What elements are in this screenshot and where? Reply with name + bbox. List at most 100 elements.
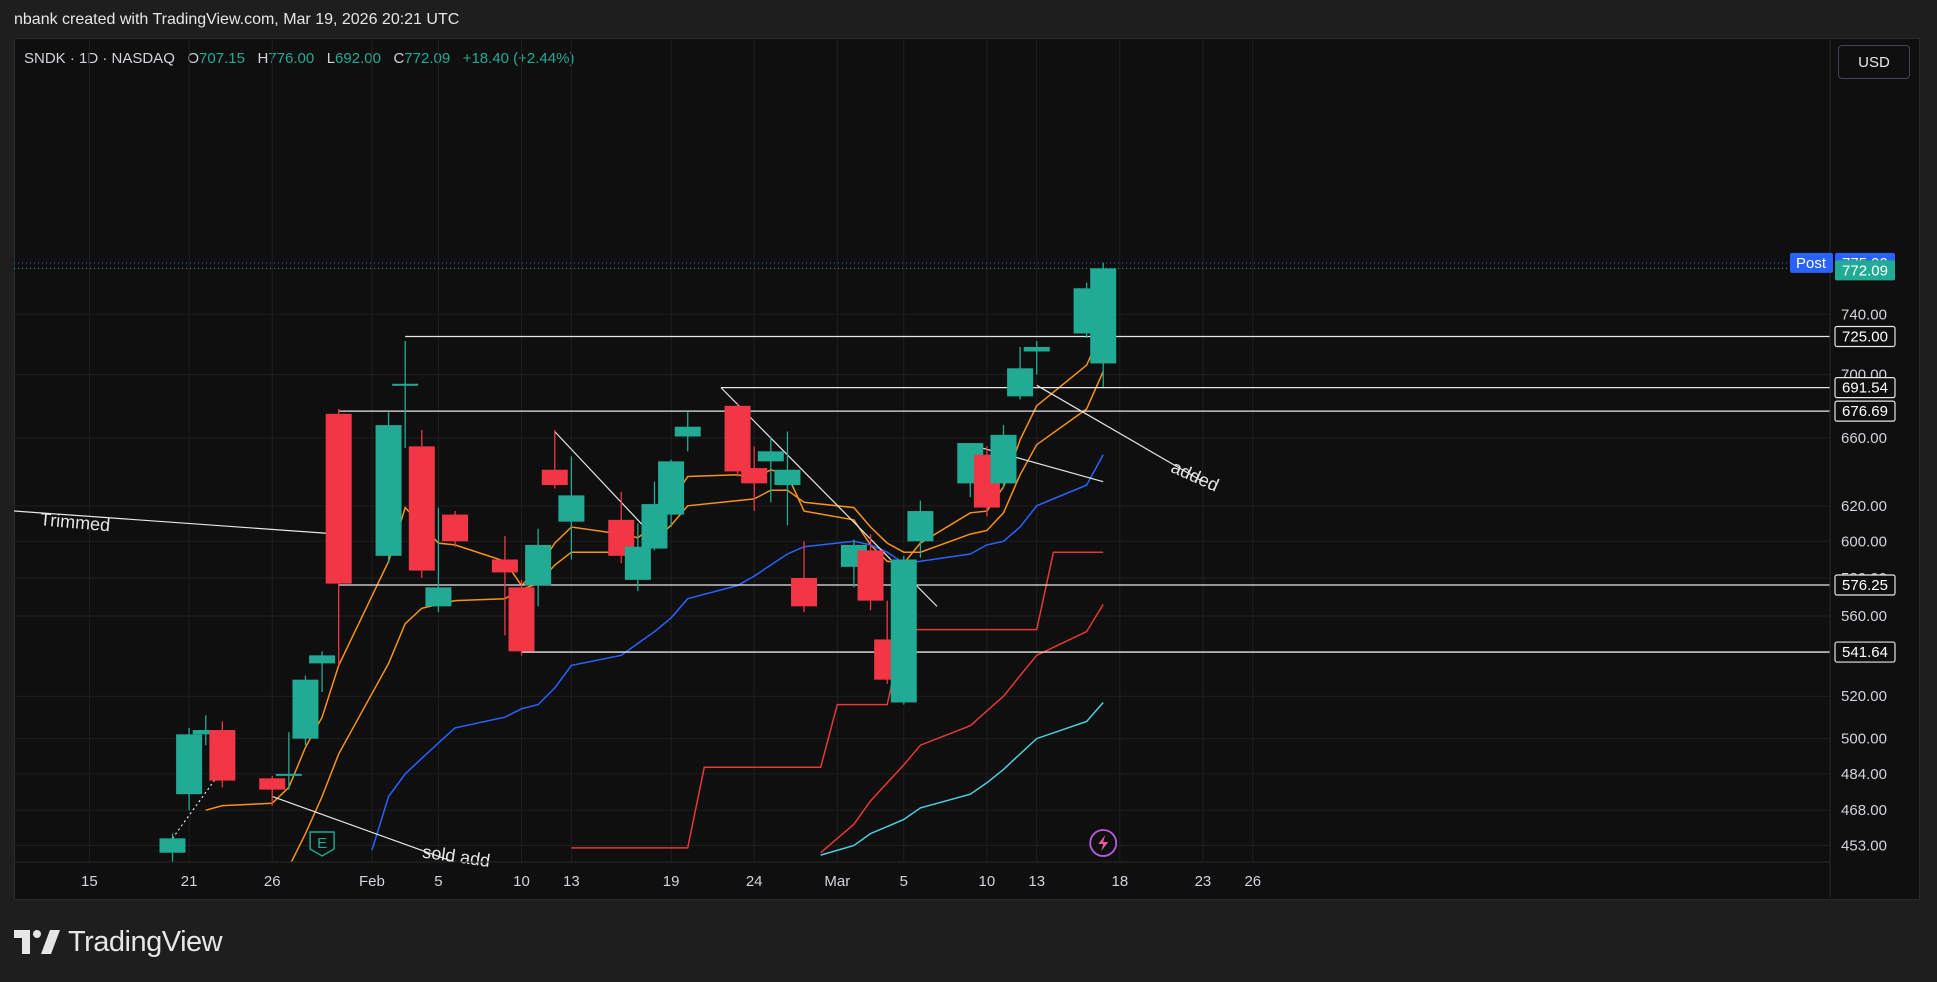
- legend-symbol: SNDK · 1D · NASDAQ: [24, 50, 175, 67]
- legend-low-value: 692.00: [335, 50, 381, 67]
- time-tick-label: 26: [1244, 873, 1261, 890]
- footer-logo[interactable]: TradingView: [14, 922, 223, 962]
- lightning-event-icon: [1089, 829, 1118, 857]
- grid: [14, 40, 1830, 862]
- candle: [658, 459, 685, 527]
- symbol-legend[interactable]: SNDK · 1D · NASDAQ O707.15 H776.00 L692.…: [24, 50, 574, 67]
- candle-body: [292, 679, 319, 739]
- time-tick-label: 5: [434, 873, 442, 890]
- candle-body: [558, 495, 585, 522]
- candle: [309, 651, 336, 693]
- chart-credit: nbank created with TradingView.com, Mar …: [14, 11, 460, 28]
- candle-body: [525, 544, 552, 586]
- legend-high-value: 776.00: [268, 50, 315, 67]
- trend-line: [272, 795, 456, 862]
- candle: [192, 715, 219, 746]
- candle-body: [159, 838, 186, 853]
- level-price-tag: [1834, 325, 1896, 348]
- level-price-label: 691.54: [1842, 380, 1888, 397]
- candle-body: [491, 559, 518, 573]
- horizontal-levels: [338, 335, 1830, 653]
- tradingview-logo-icon: [14, 930, 60, 954]
- candle: [558, 456, 585, 560]
- candle: [990, 425, 1017, 489]
- level-price-tag: [1834, 641, 1896, 663]
- annotation-text: Trimmed: [39, 509, 111, 535]
- time-tick-label: 13: [1028, 873, 1045, 890]
- time-tick-label: 21: [181, 873, 198, 890]
- indicator-line: [571, 551, 1104, 849]
- candle: [408, 429, 435, 578]
- candle-body: [907, 511, 934, 542]
- currency-button[interactable]: USD: [1838, 45, 1910, 79]
- candle: [791, 541, 818, 613]
- level-price-tag: [1834, 574, 1896, 596]
- price-tick-label: 520.00: [1841, 688, 1887, 705]
- footer-brand: TradingView: [68, 925, 223, 958]
- candle-body: [408, 446, 435, 571]
- price-tick-label: 453.00: [1841, 838, 1887, 855]
- post-tag-badge: [1790, 252, 1833, 273]
- candle-body: [791, 578, 818, 607]
- level-price-label: 576.25: [1842, 577, 1888, 594]
- legend-open-label: O: [187, 50, 200, 67]
- earnings-marker-icon: E: [309, 831, 335, 857]
- candle: [375, 412, 402, 564]
- candle: [757, 436, 784, 503]
- candle: [1023, 340, 1050, 375]
- level-price-tag: [1834, 377, 1896, 399]
- candle-body: [890, 559, 917, 703]
- price-tick-label: 468.00: [1841, 802, 1887, 819]
- indicator-line: [290, 371, 1104, 862]
- top-bar: nbank created with TradingView.com, Mar …: [0, 0, 1937, 38]
- price-tick-label: 484.00: [1841, 766, 1887, 783]
- indicator-line: [820, 604, 1104, 854]
- candle-body: [774, 469, 801, 486]
- candle-body: [724, 405, 751, 472]
- candle: [1090, 262, 1117, 387]
- candle-body: [674, 426, 701, 437]
- candle: [259, 776, 286, 806]
- candle: [541, 429, 568, 489]
- time-tick-label: 10: [513, 873, 530, 890]
- level-price-label: 676.69: [1842, 403, 1888, 420]
- annotation-text: sold add: [421, 842, 491, 871]
- candle-body: [176, 734, 203, 795]
- level-price-label: 541.64: [1842, 644, 1888, 661]
- candle: [724, 402, 751, 477]
- candle: [857, 534, 884, 611]
- price-badges: Post775.99772.09: [14, 252, 1895, 281]
- legend-high-label: H: [257, 50, 269, 67]
- level-price-label: 725.00: [1842, 328, 1888, 345]
- time-tick-label: 18: [1111, 873, 1128, 890]
- indicator-line: [820, 702, 1104, 856]
- candle-body: [1023, 346, 1050, 352]
- candle-body: [624, 546, 651, 580]
- legend-change: +18.40 (+2.44%): [462, 50, 575, 67]
- candle-body: [857, 550, 884, 601]
- level-price-tag: [1834, 400, 1896, 422]
- earnings-letter: E: [317, 835, 327, 852]
- time-tick-label: Mar: [824, 873, 850, 890]
- time-tick-label: 10: [979, 873, 996, 890]
- candle-body: [442, 514, 469, 542]
- candle-body: [275, 773, 302, 776]
- price-tick-label: 660.00: [1841, 430, 1887, 447]
- candle: [159, 833, 186, 862]
- time-axis: 15 21 26 Feb 5 10 13 19 24 Mar 5 10 13 18 23 26: [14, 40, 1831, 898]
- legend-low-label: L: [326, 50, 336, 67]
- candle: [525, 528, 552, 607]
- candle: [292, 675, 319, 746]
- time-tick-label: 23: [1195, 873, 1212, 890]
- annotations: Trimmed sold add added E: [39, 457, 1222, 871]
- candle-body: [658, 461, 685, 515]
- candle: [275, 732, 302, 790]
- candles: [159, 262, 1117, 862]
- legend-open-value: 707.15: [199, 50, 245, 67]
- last-price-label: 772.09: [1842, 262, 1888, 279]
- time-tick-label: 19: [663, 873, 680, 890]
- candle: [176, 727, 203, 811]
- candle: [325, 409, 352, 666]
- candle-body: [209, 730, 236, 781]
